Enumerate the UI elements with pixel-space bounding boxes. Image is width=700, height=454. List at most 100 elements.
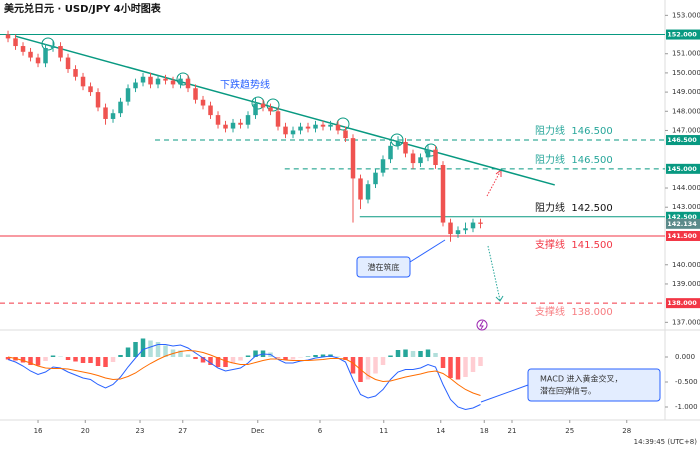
candle-body — [268, 107, 273, 112]
macd-histogram-bar — [20, 357, 26, 363]
level-axis-box — [666, 135, 700, 146]
candle-body — [118, 101, 123, 114]
macd-histogram-bar — [320, 354, 326, 357]
x-tick-label: 6 — [318, 427, 323, 435]
candle-body — [358, 178, 363, 200]
candle-body — [433, 149, 438, 165]
macd-histogram-bar — [50, 355, 56, 357]
x-tick-label: 21 — [508, 427, 517, 435]
macd-histogram-bar — [193, 357, 198, 359]
macd-histogram-bar — [103, 357, 108, 367]
macd-histogram-bar — [140, 338, 146, 357]
callout-pointer — [409, 239, 446, 263]
candle-body — [73, 69, 78, 77]
trendline-label: 下跌趋势线 — [220, 78, 270, 91]
macd-histogram-bar — [148, 340, 153, 357]
candle-body — [403, 141, 408, 154]
level-text: 阻力线 146.500 — [535, 153, 613, 166]
last-price-box — [666, 218, 700, 229]
candle-body — [275, 111, 281, 127]
macd-histogram-bar — [463, 357, 468, 377]
macd-histogram-bar — [43, 357, 48, 361]
candle-body — [455, 230, 461, 235]
down-arrow-head — [495, 295, 504, 302]
level-axis-label: 145.000 — [667, 165, 697, 173]
candle-body — [373, 172, 378, 185]
candle-body — [410, 153, 416, 164]
y-tick-label: 0.000 — [675, 353, 695, 361]
candle-body — [313, 124, 318, 129]
macd-histogram-bar — [35, 357, 41, 366]
callout-text: 潜在筑底 — [368, 262, 400, 272]
down-arrow — [487, 245, 501, 301]
candle-body — [103, 107, 108, 119]
macd-histogram-bar — [125, 347, 131, 357]
candle-body — [260, 103, 266, 108]
macd-histogram-bar — [118, 355, 123, 357]
candle-body — [200, 99, 206, 106]
candle-body — [418, 157, 423, 164]
y-tick-label: 144.000 — [672, 184, 700, 192]
x-tick-label: 18 — [480, 427, 489, 435]
candle-body — [148, 76, 153, 85]
macd-histogram-bar — [215, 357, 221, 367]
y-tick-label: 153.000 — [672, 11, 700, 19]
level-axis-label: 141.500 — [667, 232, 697, 240]
candle-body — [163, 78, 168, 81]
candle-body — [298, 126, 303, 131]
candle-body — [170, 80, 176, 85]
candle-body — [470, 222, 476, 229]
candle-body — [283, 126, 288, 135]
macd-histogram-bar — [110, 357, 116, 362]
level-axis-label: 146.500 — [667, 136, 697, 144]
y-tick-label: 147.000 — [672, 126, 700, 134]
macd-histogram-bar — [290, 357, 296, 360]
macd-histogram-bar — [470, 357, 476, 372]
candle-body — [185, 78, 191, 89]
macd-histogram-bar — [440, 357, 446, 368]
y-tick-label: -1.000 — [675, 403, 698, 411]
y-tick-label: 139.000 — [672, 280, 700, 288]
candle-body — [125, 88, 131, 102]
level-axis-box — [666, 211, 700, 222]
macd-histogram-bar — [253, 350, 258, 357]
macd-histogram-bar — [95, 357, 101, 366]
macd-histogram-bar — [388, 355, 393, 357]
y-tick-label: 151.000 — [672, 50, 700, 58]
candle-body — [365, 184, 371, 200]
candle-body — [95, 92, 101, 108]
candle-body — [215, 115, 221, 125]
candle-body — [245, 115, 251, 125]
candle-body — [133, 82, 138, 89]
x-tick-label: 27 — [178, 427, 187, 435]
candle-body — [88, 86, 93, 93]
macd-histogram-bar — [298, 357, 303, 358]
candle-body — [320, 124, 326, 127]
macd-line — [7, 349, 481, 396]
event-icon[interactable] — [476, 319, 488, 331]
macd-line — [7, 344, 481, 411]
macd-callout-box — [527, 368, 661, 402]
candle-body — [155, 78, 161, 85]
macd-histogram-bar — [403, 349, 408, 357]
candle-body — [305, 126, 311, 129]
candle-body — [238, 122, 243, 125]
macd-histogram-bar — [73, 357, 78, 362]
macd-histogram-bar — [230, 357, 236, 364]
candle-body — [328, 124, 333, 127]
chart-title: 美元兑日元 · USD/JPY 4小时图表 — [4, 2, 162, 15]
candle-body — [13, 38, 18, 47]
macd-histogram-bar — [275, 357, 281, 358]
macd-histogram-bar — [58, 356, 63, 357]
event-icon-bolt — [479, 320, 484, 330]
candle-body — [425, 149, 431, 158]
macd-histogram-bar — [373, 357, 378, 374]
macd-histogram-bar — [350, 357, 356, 374]
macd-callout-pointer — [480, 384, 529, 403]
level-text: 阻力线 142.500 — [535, 201, 613, 214]
candle-body — [230, 122, 236, 129]
macd-callout-text: 潜在回弹信号。 — [540, 386, 596, 396]
macd-histogram-bar — [448, 357, 453, 378]
callout-box — [356, 256, 411, 278]
